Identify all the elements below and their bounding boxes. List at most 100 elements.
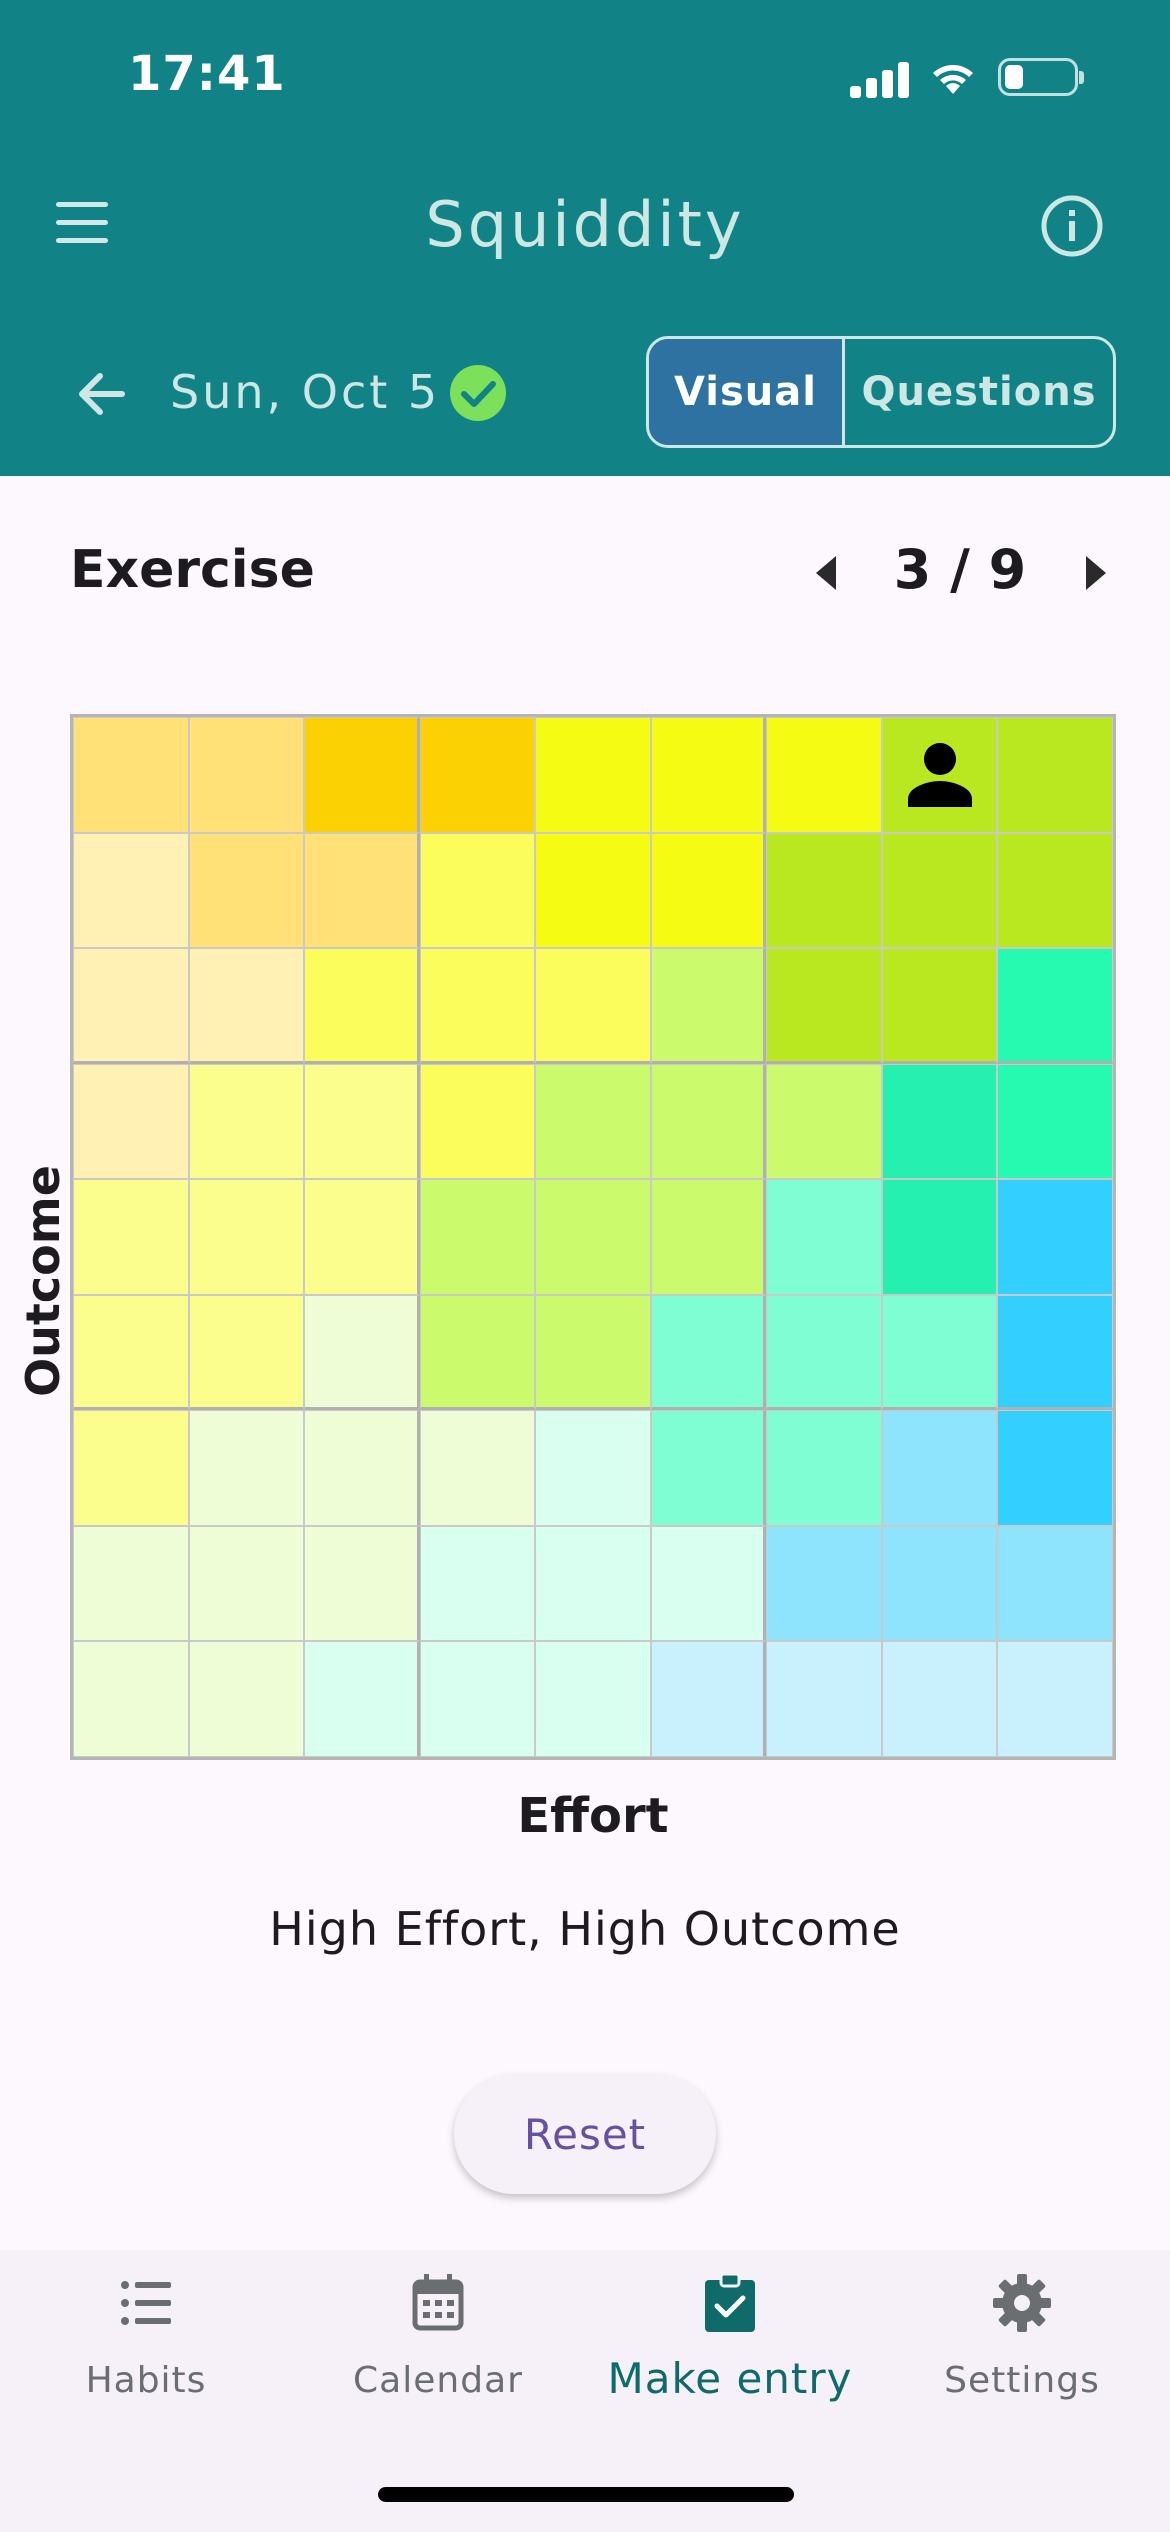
info-icon[interactable]: [1040, 194, 1104, 258]
grid-cell[interactable]: [304, 1294, 420, 1411]
grid-cell[interactable]: [304, 832, 420, 949]
grid-cell[interactable]: [419, 1641, 536, 1757]
grid-cell[interactable]: [650, 1641, 767, 1757]
grid-cell[interactable]: [535, 948, 651, 1064]
grid-cell[interactable]: [650, 832, 767, 949]
grid-cell[interactable]: [419, 1410, 536, 1526]
grid-cell[interactable]: [766, 1641, 882, 1757]
grid-cell[interactable]: [304, 1641, 420, 1757]
nav-calendar[interactable]: Calendar: [292, 2270, 584, 2401]
wifi-icon: [933, 65, 973, 94]
grid-cell[interactable]: [304, 1525, 420, 1642]
menu-icon[interactable]: [52, 196, 116, 252]
grid-cell[interactable]: [188, 1641, 305, 1757]
grid-cell[interactable]: [535, 1179, 651, 1295]
grid-cell[interactable]: [650, 1294, 767, 1411]
grid-cell[interactable]: [419, 1179, 536, 1295]
grid-cell[interactable]: [73, 1525, 189, 1642]
grid-cell[interactable]: [997, 1525, 1113, 1642]
grid-cell[interactable]: [304, 948, 420, 1064]
grid-cell[interactable]: [188, 717, 305, 833]
nav-settings[interactable]: Settings: [876, 2270, 1168, 2401]
grid-cell[interactable]: [188, 1294, 305, 1411]
grid-cell[interactable]: [73, 1063, 189, 1180]
grid-cell[interactable]: [419, 1063, 536, 1180]
next-question-icon[interactable]: [1078, 548, 1114, 598]
grid-cell[interactable]: [997, 1063, 1113, 1180]
grid-cell[interactable]: [73, 1294, 189, 1411]
grid-cell[interactable]: [997, 832, 1113, 949]
grid-cell[interactable]: [766, 832, 882, 949]
grid-cell[interactable]: [881, 832, 998, 949]
entry-date[interactable]: Sun, Oct 5: [170, 365, 441, 419]
grid-cell[interactable]: [188, 1410, 305, 1526]
grid-cell[interactable]: [997, 948, 1113, 1064]
grid-cell[interactable]: [881, 1410, 998, 1526]
grid-cell[interactable]: [997, 1179, 1113, 1295]
grid-cell[interactable]: [304, 1410, 420, 1526]
grid-cell[interactable]: [881, 1179, 998, 1295]
grid-cell[interactable]: [766, 948, 882, 1064]
grid-cell[interactable]: [766, 1525, 882, 1642]
grid-cell[interactable]: [419, 1525, 536, 1642]
app-title: Squiddity: [425, 188, 745, 261]
grid-cell[interactable]: [419, 832, 536, 949]
grid-cell[interactable]: [997, 1294, 1113, 1411]
grid-cell[interactable]: [535, 832, 651, 949]
gear-icon: [993, 2274, 1051, 2332]
grid-cell[interactable]: [997, 1410, 1113, 1526]
grid-cell[interactable]: [997, 1641, 1113, 1757]
grid-cell[interactable]: [650, 1525, 767, 1642]
nav-habits[interactable]: Habits: [0, 2270, 292, 2401]
signal-icon: [850, 58, 910, 98]
grid-cell[interactable]: [188, 1179, 305, 1295]
grid-cell[interactable]: [650, 1179, 767, 1295]
grid-cell[interactable]: [188, 1525, 305, 1642]
grid-cell[interactable]: [419, 1294, 536, 1411]
grid-cell[interactable]: [73, 1179, 189, 1295]
grid-cell[interactable]: [73, 948, 189, 1064]
grid-cell[interactable]: [997, 717, 1113, 833]
grid-cell[interactable]: [650, 948, 767, 1064]
grid-cell[interactable]: [419, 717, 536, 833]
grid-cell[interactable]: [419, 948, 536, 1064]
grid-cell[interactable]: [881, 948, 998, 1064]
grid-cell[interactable]: [881, 1294, 998, 1411]
grid-cell[interactable]: [188, 948, 305, 1064]
toggle-questions[interactable]: Questions: [861, 369, 1097, 415]
previous-question-icon[interactable]: [808, 548, 844, 598]
grid-cell[interactable]: [304, 717, 420, 833]
grid-cell[interactable]: [535, 717, 651, 833]
grid-cell[interactable]: [650, 1063, 767, 1180]
grid-cell[interactable]: [881, 1641, 998, 1757]
grid-cell[interactable]: [73, 717, 189, 833]
grid-cell[interactable]: [304, 1063, 420, 1180]
grid-cell[interactable]: [881, 1525, 998, 1642]
grid-cell[interactable]: [535, 1294, 651, 1411]
toggle-visual[interactable]: Visual: [649, 339, 845, 445]
grid-cell[interactable]: [535, 1525, 651, 1642]
grid-cell[interactable]: [73, 1410, 189, 1526]
grid-cell[interactable]: [881, 717, 998, 833]
grid-cell[interactable]: [881, 1063, 998, 1180]
grid-cell[interactable]: [535, 1063, 651, 1180]
grid-cell[interactable]: [188, 1063, 305, 1180]
grid-cell[interactable]: [188, 832, 305, 949]
grid-cell[interactable]: [73, 1641, 189, 1757]
grid-cell[interactable]: [73, 832, 189, 949]
grid-cell[interactable]: [766, 1410, 882, 1526]
reset-button[interactable]: Reset: [454, 2074, 716, 2194]
grid-cell[interactable]: [766, 1063, 882, 1180]
grid-cell[interactable]: [650, 1410, 767, 1526]
grid-cell[interactable]: [766, 1294, 882, 1411]
grid-cell[interactable]: [535, 1410, 651, 1526]
nav-make-entry[interactable]: Make entry: [584, 2270, 876, 2403]
grid-cell[interactable]: [304, 1179, 420, 1295]
back-arrow-icon[interactable]: [72, 364, 132, 424]
grid-cell[interactable]: [766, 1179, 882, 1295]
bottom-navigation: Habits Calendar Make entry: [0, 2250, 1170, 2532]
effort-outcome-grid[interactable]: [70, 714, 1116, 1760]
grid-cell[interactable]: [535, 1641, 651, 1757]
grid-cell[interactable]: [766, 717, 882, 833]
grid-cell[interactable]: [650, 717, 767, 833]
